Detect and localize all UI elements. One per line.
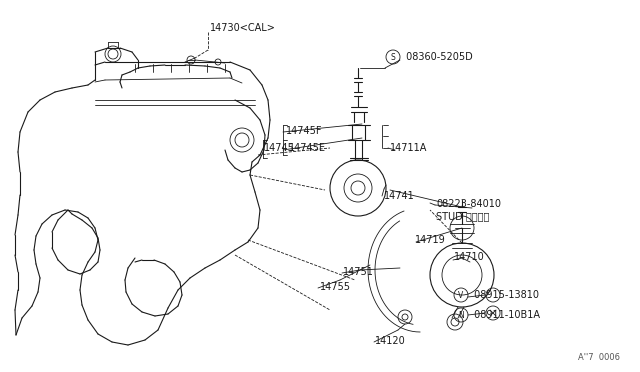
Text: 14755: 14755	[320, 282, 351, 292]
Text: 08915-13810: 08915-13810	[471, 290, 539, 300]
Text: V: V	[458, 291, 463, 299]
Text: 14741: 14741	[384, 191, 415, 201]
Text: 08911-10B1A: 08911-10B1A	[471, 310, 540, 320]
Text: 14745E: 14745E	[289, 143, 326, 153]
Text: 14120: 14120	[375, 336, 406, 346]
Text: 14745F: 14745F	[286, 126, 323, 136]
Text: 14730<CAL>: 14730<CAL>	[210, 23, 276, 33]
Text: STUD スタッド: STUD スタッド	[436, 211, 490, 221]
Text: 14751: 14751	[343, 267, 374, 277]
Text: 08223-84010: 08223-84010	[436, 199, 501, 209]
Text: N: N	[458, 311, 464, 320]
Text: 08360-5205D: 08360-5205D	[403, 52, 473, 62]
Text: 14711A: 14711A	[390, 143, 428, 153]
Text: 14719: 14719	[415, 235, 445, 245]
Text: A''7  0006: A''7 0006	[578, 353, 620, 362]
Text: 14745: 14745	[264, 143, 295, 153]
Text: 14710: 14710	[454, 252, 484, 262]
Text: S: S	[390, 52, 396, 61]
